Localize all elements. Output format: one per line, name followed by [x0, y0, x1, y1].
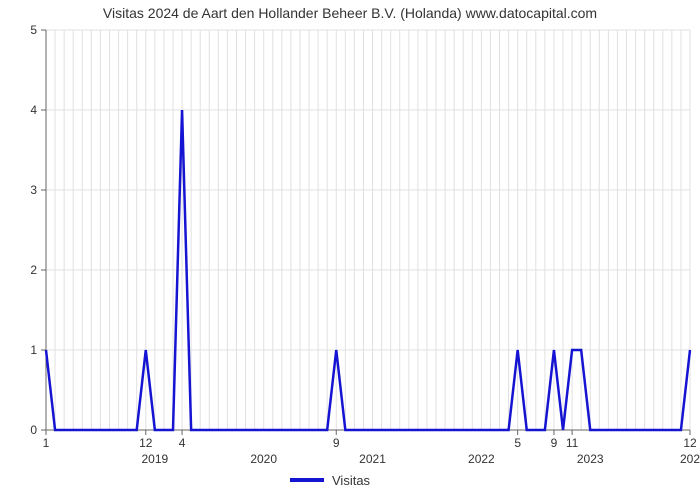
x-year-label: 2023 — [577, 452, 604, 466]
x-point-label: 4 — [179, 436, 186, 450]
x-point-label: 12 — [683, 436, 697, 450]
y-tick-label: 5 — [30, 23, 37, 37]
legend-label: Visitas — [332, 473, 371, 488]
y-tick-label: 3 — [30, 183, 37, 197]
x-point-label: 12 — [139, 436, 153, 450]
x-year-label: 202 — [680, 452, 700, 466]
y-tick-label: 1 — [30, 343, 37, 357]
y-tick-label: 0 — [30, 423, 37, 437]
chart-bg — [0, 0, 700, 500]
chart-title: Visitas 2024 de Aart den Hollander Behee… — [103, 5, 597, 21]
chart-svg: Visitas 2024 de Aart den Hollander Behee… — [0, 0, 700, 500]
x-year-label: 2022 — [468, 452, 495, 466]
x-point-label: 9 — [333, 436, 340, 450]
x-point-label: 11 — [566, 436, 579, 450]
y-tick-label: 2 — [30, 263, 37, 277]
x-year-label: 2021 — [359, 452, 386, 466]
y-tick-label: 4 — [30, 103, 37, 117]
x-year-label: 2019 — [141, 452, 168, 466]
legend-swatch — [290, 478, 324, 482]
x-point-label: 9 — [551, 436, 558, 450]
x-point-label: 5 — [514, 436, 521, 450]
x-point-label: 1 — [43, 436, 50, 450]
x-year-label: 2020 — [250, 452, 277, 466]
chart-container: Visitas 2024 de Aart den Hollander Behee… — [0, 0, 700, 500]
